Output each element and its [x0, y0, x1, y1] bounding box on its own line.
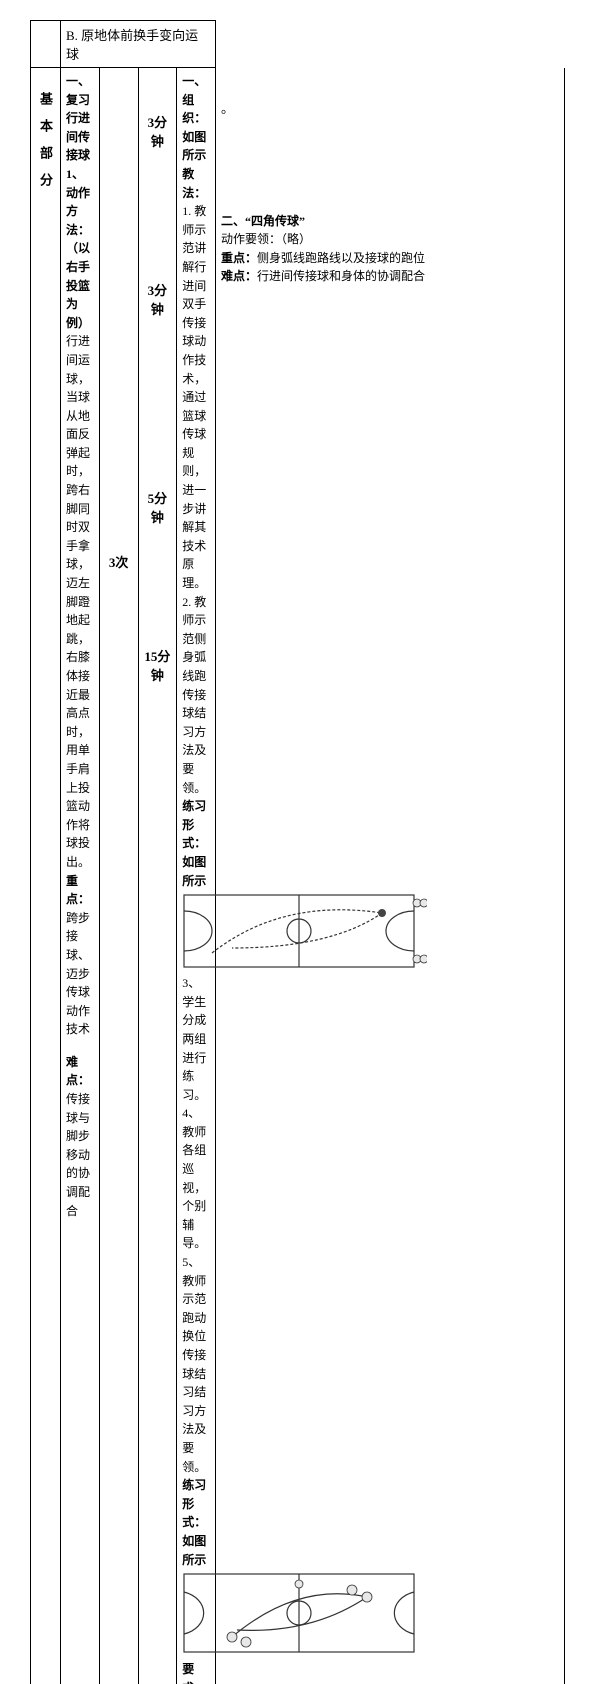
section-label-cell: 基本部分: [31, 68, 61, 1684]
left-block-1: 一、复习行进间传接球 1、动作方法：（以右手投篮为例） 行进间运球，当球从地面反…: [61, 68, 100, 1684]
row-0-b: B. 原地体前换手变向运球: [61, 21, 216, 68]
t2: 3分钟: [144, 280, 172, 318]
m2d-text: 行进间传接球和身体的协调配合: [257, 269, 425, 283]
right-block: 一、组织：如图所示 教法： 1. 教师示范讲解行进间双手传接球动作技术，通过篮球…: [177, 68, 216, 1684]
item-b-text: B. 原地体前换手变向运球: [66, 28, 198, 62]
rp1: 1. 教师示范讲解行进间双手传接球动作技术，通过篮球传球规则，进一步讲解其技术原…: [182, 202, 210, 592]
m2d-label: 难点：: [221, 269, 257, 283]
left-title-2: 二、“四角传球”: [221, 212, 559, 231]
rp4: 4、教师各组巡视，个别辅导。: [182, 1104, 210, 1253]
teach-label: 教法：: [182, 165, 210, 202]
pt-text: 跨步接球、迈步传球动作技术: [66, 911, 90, 1037]
stub: [31, 21, 61, 68]
m2p-label: 重点：: [221, 251, 257, 265]
rp3: 3、学生分成两组进行练习。: [182, 974, 210, 1104]
spacer-cell: 。: [216, 68, 565, 148]
m2p: 重点：侧身弧线跑路线以及接球的跑位: [221, 249, 559, 268]
t5: 15分钟: [144, 646, 172, 684]
pt-label: 重点：: [66, 874, 90, 907]
m2p-text: 侧身弧线跑路线以及接球的跑位: [257, 251, 425, 265]
left-m1: 1、动作方法：（以右手投篮为例）: [66, 165, 94, 332]
left-point: 重点： 跨步接球、迈步传球动作技术: [66, 872, 94, 1039]
t3: 5分钟: [144, 488, 172, 526]
left-title-1: 一、复习行进间传接球: [66, 72, 94, 165]
org1: 一、组织：如图所示: [182, 74, 206, 162]
form1: 练习形式：如图所示: [182, 799, 206, 887]
count-cell: 3次: [99, 68, 138, 1684]
lesson-plan-table: B. 原地体前换手变向运球 基本部分 一、复习行进间传接球 1、动作方法：（以右…: [30, 20, 565, 1684]
diff-label: 难点：: [66, 1055, 90, 1088]
rp5: 5、教师示范跑动换位传接球结习结习方法及要领。: [182, 1253, 210, 1476]
left-block-2: 二、“四角传球” 动作要领：（略） 重点：侧身弧线跑路线以及接球的跑位 难点：行…: [216, 148, 565, 1684]
page: B. 原地体前换手变向运球 基本部分 一、复习行进间传接球 1、动作方法：（以右…: [0, 0, 595, 1684]
form2: 练习形式：如图所示: [182, 1478, 206, 1566]
rp2: 2. 教师示范侧身弧线跑传接球结习方法及要领。: [182, 593, 210, 798]
left-m1-body: 行进间运球，当球从地面反弹起时，跨右脚同时双手拿球，迈左脚蹬地起跳，右膝体接近最…: [66, 332, 94, 871]
req-label: 要求：: [182, 1660, 210, 1684]
diff-text: 传接球与脚步移动的协调配合: [66, 1092, 90, 1218]
time-cell: 3分钟 3分钟 5分钟 15分钟: [138, 68, 177, 1684]
left-diff: 难点： 传接球与脚步移动的协调配合: [66, 1053, 94, 1220]
section-label: 基本部分: [36, 72, 55, 200]
m2a: 动作要领：（略）: [221, 230, 559, 249]
count-val: 3次: [105, 552, 133, 571]
m2d: 难点：行进间传接球和身体的协调配合: [221, 267, 559, 286]
t1: 3分钟: [144, 112, 172, 150]
